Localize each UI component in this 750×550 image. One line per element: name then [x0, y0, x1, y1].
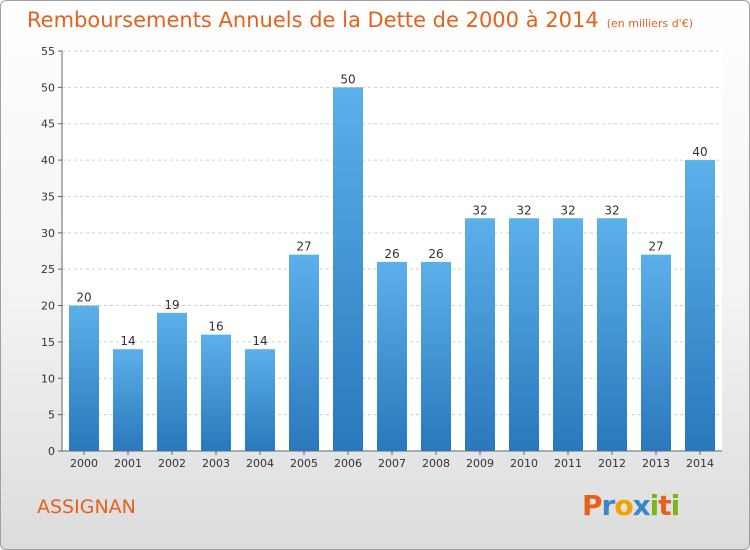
y-tick-label: 0: [48, 445, 55, 458]
proxiti-logo: Proxiti: [582, 489, 681, 522]
x-tick-label: 2010: [510, 457, 538, 470]
bar-2014: [685, 160, 715, 451]
bar-value-label: 32: [604, 203, 619, 217]
y-tick-label: 55: [41, 45, 55, 58]
y-tick-label: 25: [41, 263, 55, 276]
bar-value-label: 27: [648, 240, 663, 254]
y-tick-label: 10: [41, 372, 55, 385]
bar-value-label: 27: [296, 240, 311, 254]
x-tick-label: 2014: [686, 457, 714, 470]
bar-value-label: 26: [384, 247, 399, 261]
bar-2002: [157, 312, 187, 451]
y-tick-label: 45: [41, 118, 55, 131]
y-tick-label: 50: [41, 81, 55, 94]
bar-2001: [113, 349, 143, 451]
y-tick-label: 30: [41, 227, 55, 240]
commune-name: ASSIGNAN: [37, 496, 136, 518]
x-tick-label: 2005: [290, 457, 318, 470]
y-tick-label: 15: [41, 336, 55, 349]
logo-letter: x: [632, 489, 651, 522]
logo-letter: P: [582, 489, 603, 522]
x-tick-label: 2002: [158, 457, 186, 470]
x-tick-label: 2013: [642, 457, 670, 470]
bar-2013: [641, 254, 671, 451]
bar-value-label: 26: [428, 247, 443, 261]
x-tick-label: 2000: [70, 457, 98, 470]
bar-2010: [509, 218, 539, 451]
chart-subtitle: (en milliers d'€): [606, 17, 693, 30]
bar-value-label: 14: [120, 334, 135, 348]
chart-title: Remboursements Annuels de la Dette de 20…: [27, 8, 693, 32]
bar-value-label: 14: [252, 334, 267, 348]
bar-value-label: 50: [340, 72, 355, 86]
bar-value-label: 16: [208, 320, 223, 334]
logo-letter: i: [670, 489, 681, 522]
chart-title-text: Remboursements Annuels de la Dette de 20…: [27, 8, 599, 32]
x-tick-label: 2007: [378, 457, 406, 470]
x-tick-label: 2012: [598, 457, 626, 470]
logo-letter: o: [614, 489, 633, 522]
bar-value-label: 19: [164, 298, 179, 312]
x-tick-label: 2011: [554, 457, 582, 470]
bar-2004: [245, 349, 275, 451]
x-tick-label: 2003: [202, 457, 230, 470]
logo-letter: i: [649, 489, 660, 522]
bar-value-label: 40: [692, 145, 707, 159]
bar-2011: [553, 218, 583, 451]
y-tick-label: 20: [41, 300, 55, 313]
x-tick-label: 2008: [422, 457, 450, 470]
bar-2000: [69, 305, 99, 451]
bar-value-label: 20: [76, 291, 91, 305]
logo-letter: t: [658, 489, 671, 522]
bar-2006: [333, 87, 363, 451]
x-tick-label: 2006: [334, 457, 362, 470]
bar-value-label: 32: [472, 203, 487, 217]
logo-letter: r: [601, 489, 616, 522]
y-tick-label: 5: [48, 409, 55, 422]
y-tick-label: 40: [41, 154, 55, 167]
bar-2008: [421, 261, 451, 451]
x-tick-label: 2001: [114, 457, 142, 470]
x-tick-label: 2009: [466, 457, 494, 470]
bar-value-label: 32: [560, 203, 575, 217]
bar-2009: [465, 218, 495, 451]
bar-value-label: 32: [516, 203, 531, 217]
x-tick-label: 2004: [246, 457, 274, 470]
bar-2007: [377, 261, 407, 451]
y-tick-label: 35: [41, 190, 55, 203]
bar-2005: [289, 254, 319, 451]
bar-2012: [597, 218, 627, 451]
bar-2003: [201, 334, 231, 451]
